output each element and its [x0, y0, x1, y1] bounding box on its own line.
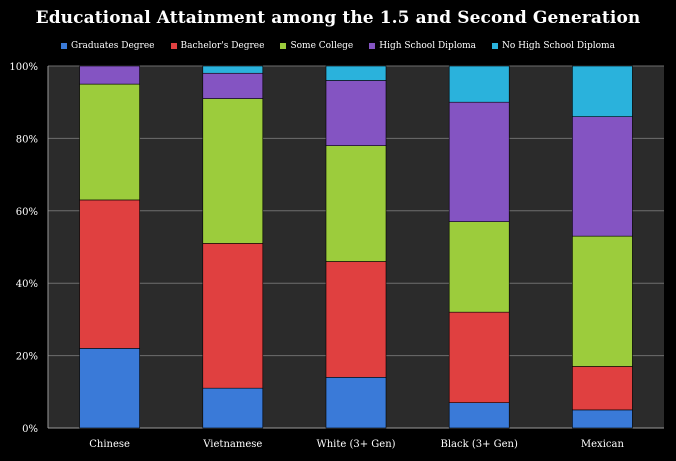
bar-segment-bachelor-s-degree-black-3-gen [448, 311, 510, 403]
bar-segment-some-college-white-3-gen [325, 145, 387, 262]
legend-item-bachelor-s-degree: Bachelor's Degree [170, 41, 265, 51]
legend-label: Bachelor's Degree [180, 41, 265, 51]
bar-segment-some-college-vietnamese [202, 98, 264, 244]
bar-segment-graduates-degree-vietnamese [202, 387, 264, 429]
y-tick-label: 20% [16, 352, 38, 363]
bar-segment-bachelor-s-degree-vietnamese [202, 243, 264, 389]
legend-swatch [492, 43, 499, 49]
bar-segment-no-high-school-diploma-mexican [572, 65, 633, 117]
legend-item-high-school-diploma: High School Diploma [369, 41, 476, 51]
bar-segment-graduates-degree-mexican [572, 409, 633, 429]
bar-segment-some-college-black-3-gen [448, 221, 510, 313]
x-tick-label: Black (3+ Gen) [440, 439, 518, 450]
y-tick-label: 40% [16, 279, 38, 290]
bar-segment-no-high-school-diploma-white-3-gen [325, 65, 387, 81]
bar-segment-high-school-diploma-white-3-gen [325, 80, 387, 146]
y-tick-label: 80% [16, 134, 38, 145]
bar-segment-bachelor-s-degree-chinese [79, 199, 140, 349]
x-tick-label: White (3+ Gen) [316, 439, 395, 450]
chart-title: Educational Attainment among the 1.5 and… [35, 8, 641, 28]
bar-segment-high-school-diploma-vietnamese [202, 72, 264, 99]
legend-label: Some College [290, 41, 354, 51]
bar-segment-some-college-mexican [572, 235, 633, 367]
bar-segment-graduates-degree-black-3-gen [448, 402, 510, 429]
legend-swatch [280, 43, 287, 49]
bar-segment-bachelor-s-degree-white-3-gen [325, 261, 387, 378]
x-tick-label: Mexican [581, 439, 625, 450]
legend-swatch [369, 43, 376, 49]
legend-item-graduates-degree: Graduates Degree [61, 41, 155, 51]
legend-label: No High School Diploma [502, 41, 615, 51]
legend: Graduates Degree Bachelor's Degree Some Co… [0, 41, 676, 51]
legend-label: High School Diploma [379, 41, 477, 51]
bar-segment-no-high-school-diploma-black-3-gen [448, 65, 510, 103]
legend-item-some-college: Some College [280, 41, 353, 51]
bar-segment-graduates-degree-chinese [79, 348, 140, 429]
bar-segment-some-college-chinese [79, 83, 140, 201]
legend-item-no-high-school-diploma: No High School Diploma [492, 41, 615, 51]
legend-label: Graduates Degree [71, 41, 155, 51]
y-tick-label: 100% [9, 62, 38, 73]
legend-swatch [61, 43, 68, 49]
x-tick-label: Chinese [89, 439, 130, 450]
bar-segment-high-school-diploma-chinese [79, 65, 140, 85]
bar-segment-bachelor-s-degree-mexican [572, 366, 633, 411]
bar-segment-graduates-degree-white-3-gen [325, 377, 387, 429]
y-tick-label: 0% [22, 424, 38, 435]
bar-segment-no-high-school-diploma-vietnamese [202, 65, 264, 74]
x-tick-label: Vietnamese [202, 439, 262, 450]
bar-segment-high-school-diploma-mexican [572, 116, 633, 237]
legend-swatch [170, 43, 177, 49]
bar-segment-high-school-diploma-black-3-gen [448, 101, 510, 222]
y-tick-label: 60% [16, 207, 38, 218]
